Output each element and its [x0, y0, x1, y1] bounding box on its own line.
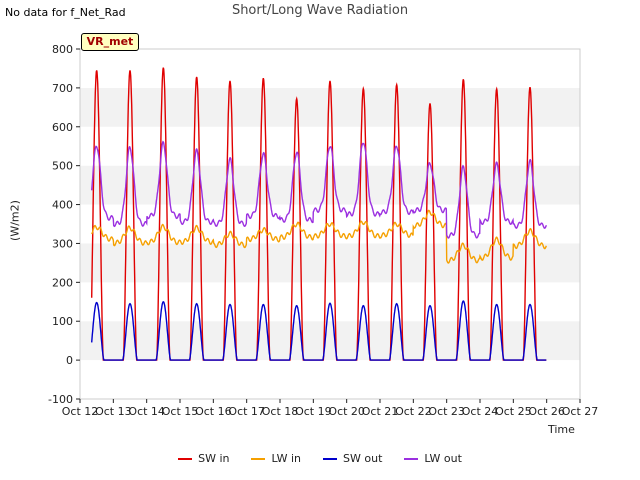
y-tick-label: 200 — [52, 276, 73, 289]
plot-band — [80, 165, 580, 205]
legend-swatch-sw-out — [323, 457, 338, 460]
x-tick-label: Oct 24 — [462, 405, 499, 418]
y-axis: -100 0 100 200 300 400 500 600 700 800 — [48, 43, 80, 406]
x-tick-label: Oct 26 — [528, 405, 565, 418]
x-tick-label: Oct 21 — [362, 405, 399, 418]
x-tick-label: Oct 22 — [395, 405, 432, 418]
legend-label-lw-out: LW out — [424, 452, 462, 465]
y-tick-label: -100 — [48, 393, 73, 406]
series-lines — [91, 67, 547, 361]
y-tick-label: 600 — [52, 121, 73, 134]
x-axis-label: Time — [548, 423, 575, 436]
x-tick-label: Oct 19 — [295, 405, 332, 418]
legend-item-lw-in: LW in — [251, 452, 301, 465]
legend-swatch-lw-out — [404, 457, 419, 460]
y-tick-label: 400 — [52, 199, 73, 212]
x-tick-label: Oct 16 — [195, 405, 232, 418]
legend-label-lw-in: LW in — [271, 452, 302, 465]
x-tick-label: Oct 18 — [262, 405, 299, 418]
chart-title: Short/Long Wave Radiation — [231, 3, 409, 18]
x-tick-label: Oct 13 — [95, 405, 132, 418]
x-tick-label: Oct 23 — [428, 405, 465, 418]
legend-item-sw-out: SW out — [323, 452, 382, 465]
plot-bands — [80, 49, 580, 399]
site-badge: VR_met — [81, 33, 139, 51]
y-tick-label: 100 — [52, 315, 73, 328]
x-tick-label: Oct 12 — [62, 405, 99, 418]
plot-band — [80, 321, 580, 361]
x-tick-label: Oct 14 — [128, 405, 165, 418]
x-tick-label: Oct 25 — [495, 405, 532, 418]
x-tick-label: Oct 27 — [562, 405, 599, 418]
legend: SW in LW in SW out LW out — [0, 452, 640, 465]
legend-item-sw-in: SW in — [178, 452, 229, 465]
series-line-sw-out — [91, 300, 547, 361]
y-tick-label: 0 — [66, 354, 73, 367]
legend-item-lw-out: LW out — [404, 452, 462, 465]
y-tick-label: 500 — [52, 160, 73, 173]
legend-label-sw-out: SW out — [343, 452, 383, 465]
legend-swatch-sw-in — [178, 457, 193, 460]
plot-band — [80, 282, 580, 322]
plot-frame — [79, 48, 581, 400]
series-line-lw-in — [91, 209, 547, 264]
plot-band — [80, 243, 580, 283]
y-tick-label: 300 — [52, 237, 73, 250]
x-tick-label: Oct 17 — [228, 405, 265, 418]
y-tick-label: 700 — [52, 82, 73, 95]
series-line-lw-out — [91, 140, 547, 239]
plot-band — [80, 360, 580, 399]
plot-band — [80, 87, 580, 127]
legend-swatch-lw-in — [251, 457, 266, 460]
x-tick-label: Oct 20 — [328, 405, 365, 418]
x-tick-label: Oct 15 — [162, 405, 199, 418]
no-data-note: No data for f_Net_Rad — [5, 6, 126, 19]
y-axis-label: (W/m2) — [8, 200, 22, 241]
legend-label-sw-in: SW in — [198, 452, 230, 465]
y-tick-label: 800 — [52, 43, 73, 56]
